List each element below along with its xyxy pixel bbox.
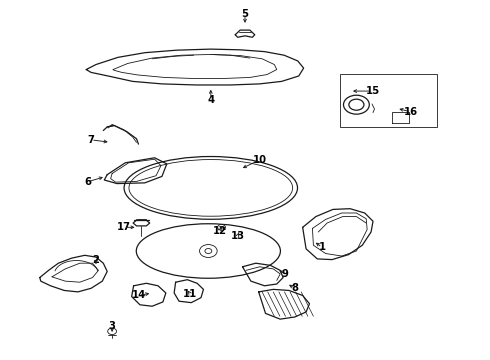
Text: 16: 16 — [404, 107, 418, 117]
Text: 3: 3 — [109, 321, 116, 331]
Text: 15: 15 — [366, 86, 380, 96]
Text: 7: 7 — [88, 135, 95, 145]
Text: 8: 8 — [292, 283, 298, 293]
Text: 2: 2 — [93, 255, 99, 265]
Text: 4: 4 — [207, 95, 214, 105]
Bar — [340, 74, 437, 127]
Text: 6: 6 — [84, 177, 91, 187]
Text: 5: 5 — [242, 9, 248, 19]
Text: 12: 12 — [213, 226, 226, 236]
Text: 10: 10 — [253, 155, 267, 165]
Text: 9: 9 — [282, 269, 289, 279]
Text: 14: 14 — [131, 291, 146, 301]
Text: 17: 17 — [117, 222, 131, 232]
Text: 1: 1 — [318, 242, 326, 252]
Text: 11: 11 — [183, 289, 197, 299]
Text: 13: 13 — [231, 231, 245, 240]
